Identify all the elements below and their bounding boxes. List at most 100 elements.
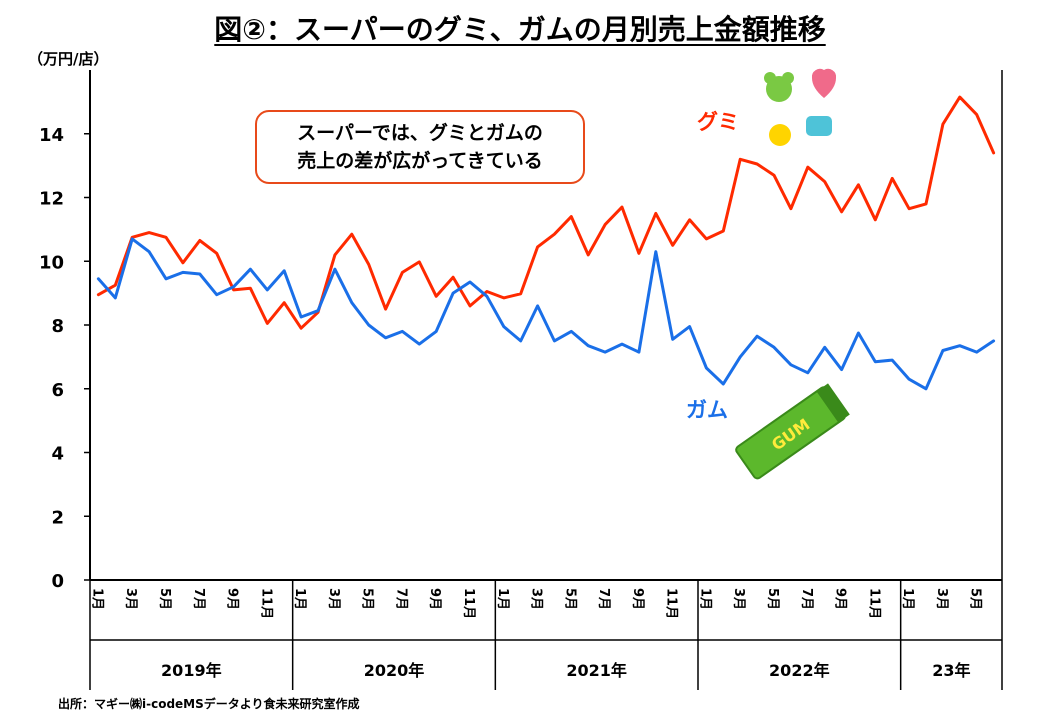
data-point-gum: [840, 368, 843, 371]
data-point-gummy: [908, 207, 910, 210]
chewing-gum-pack-illustration: GUM: [735, 383, 850, 480]
data-point-gummy: [334, 254, 336, 256]
data-point-gum: [367, 324, 370, 326]
x-tick-label: 5月: [360, 588, 375, 610]
data-point-gum: [249, 268, 252, 271]
year-label: 23年: [932, 661, 970, 680]
data-point-gum: [688, 325, 691, 328]
x-tick-label: 1月: [900, 588, 915, 610]
data-point-gummy: [283, 301, 286, 304]
gummy-bear-ear: [764, 72, 776, 84]
data-point-gum: [857, 332, 860, 334]
x-tick-label: 11月: [461, 588, 476, 619]
data-point-gummy: [519, 293, 522, 295]
data-point-gum: [722, 383, 725, 385]
x-tick-label: 7月: [393, 588, 408, 610]
data-point-gummy: [705, 238, 708, 240]
data-point-gum: [807, 372, 809, 374]
data-point-gummy: [97, 293, 100, 296]
data-point-gummy: [891, 177, 893, 180]
data-point-gum: [486, 295, 488, 298]
x-tick-label: 3月: [123, 588, 138, 610]
x-tick-label: 3月: [934, 588, 949, 610]
data-point-gum: [604, 351, 606, 353]
data-point-gummy: [418, 261, 421, 263]
data-point-gum: [182, 271, 184, 274]
series-label-gum: ガム: [686, 398, 728, 422]
data-point-gummy: [604, 223, 606, 226]
data-point-gum: [638, 351, 640, 353]
data-point-gummy: [249, 287, 252, 290]
data-point-gummy: [199, 239, 201, 242]
data-point-gummy: [874, 219, 877, 221]
data-point-gum: [959, 344, 961, 347]
data-point-gum: [97, 278, 100, 280]
x-tick-label: 7月: [596, 588, 611, 610]
data-point-gum: [655, 250, 657, 253]
data-point-gummy: [722, 230, 725, 232]
data-point-gummy: [367, 263, 370, 266]
gummy-heart: [811, 68, 837, 98]
data-point-gum: [165, 278, 167, 280]
data-point-gum: [874, 360, 877, 363]
x-tick-label: 11月: [866, 588, 881, 619]
data-point-gummy: [215, 252, 218, 255]
data-point-gummy: [638, 252, 640, 255]
data-point-gum: [300, 316, 302, 318]
data-point-gum: [570, 330, 573, 333]
data-point-gummy: [688, 219, 691, 221]
data-point-gummy: [232, 289, 235, 291]
y-tick-label: 12: [39, 189, 64, 210]
data-point-gum: [891, 359, 893, 361]
data-point-gummy: [671, 244, 674, 247]
y-tick-label: 2: [51, 507, 64, 528]
data-point-gum: [908, 378, 910, 381]
data-point-gummy: [992, 152, 995, 154]
data-point-gum: [823, 346, 826, 349]
data-point-gummy: [756, 163, 758, 165]
data-point-gum: [942, 349, 944, 352]
data-point-gum: [773, 346, 775, 349]
data-point-gummy: [857, 184, 860, 186]
data-point-gum: [351, 301, 353, 304]
data-point-gum: [283, 270, 286, 272]
annotation-box: スーパーでは、グミとガムの 売上の差が広がってきている: [255, 110, 585, 184]
y-tick-label: 0: [51, 571, 64, 592]
data-point-gummy: [435, 295, 438, 298]
data-point-gummy: [807, 166, 809, 168]
data-point-gum: [975, 351, 978, 353]
data-point-gum: [790, 364, 792, 366]
y-tick-label: 8: [51, 316, 64, 337]
data-point-gummy: [942, 123, 944, 125]
data-point-gummy: [351, 233, 353, 235]
y-tick-label: 14: [39, 125, 64, 146]
gummy-candy-illustration: [764, 68, 837, 146]
data-point-gum: [418, 343, 421, 345]
data-point-gummy: [300, 327, 302, 330]
data-point-gum: [384, 337, 387, 339]
data-point-gummy: [266, 322, 269, 325]
source-note: 出所：マギー㈱i-codeMSデータより食未来研究室作成: [58, 697, 360, 711]
data-point-gum: [519, 340, 522, 342]
y-tick-label: 4: [51, 444, 64, 465]
data-point-gum: [469, 281, 471, 283]
data-point-gummy: [739, 158, 741, 161]
y-axis-unit-label: （万円/店）: [28, 50, 109, 68]
data-point-gummy: [148, 231, 150, 234]
data-point-gummy: [975, 113, 978, 116]
x-tick-label: 3月: [731, 588, 746, 610]
x-tick-label: 11月: [258, 588, 273, 619]
data-point-gum: [452, 292, 454, 294]
x-tick-label: 9月: [427, 588, 442, 610]
x-tick-label: 9月: [833, 588, 848, 610]
data-point-gum: [587, 344, 589, 347]
data-point-gummy: [401, 271, 404, 274]
data-point-gum: [401, 330, 404, 333]
data-point-gum: [553, 340, 556, 342]
data-point-gummy: [925, 203, 927, 205]
data-point-gum: [739, 356, 741, 358]
data-point-gummy: [182, 262, 184, 264]
data-point-gum: [232, 286, 235, 288]
x-tick-label: 5月: [765, 588, 780, 610]
